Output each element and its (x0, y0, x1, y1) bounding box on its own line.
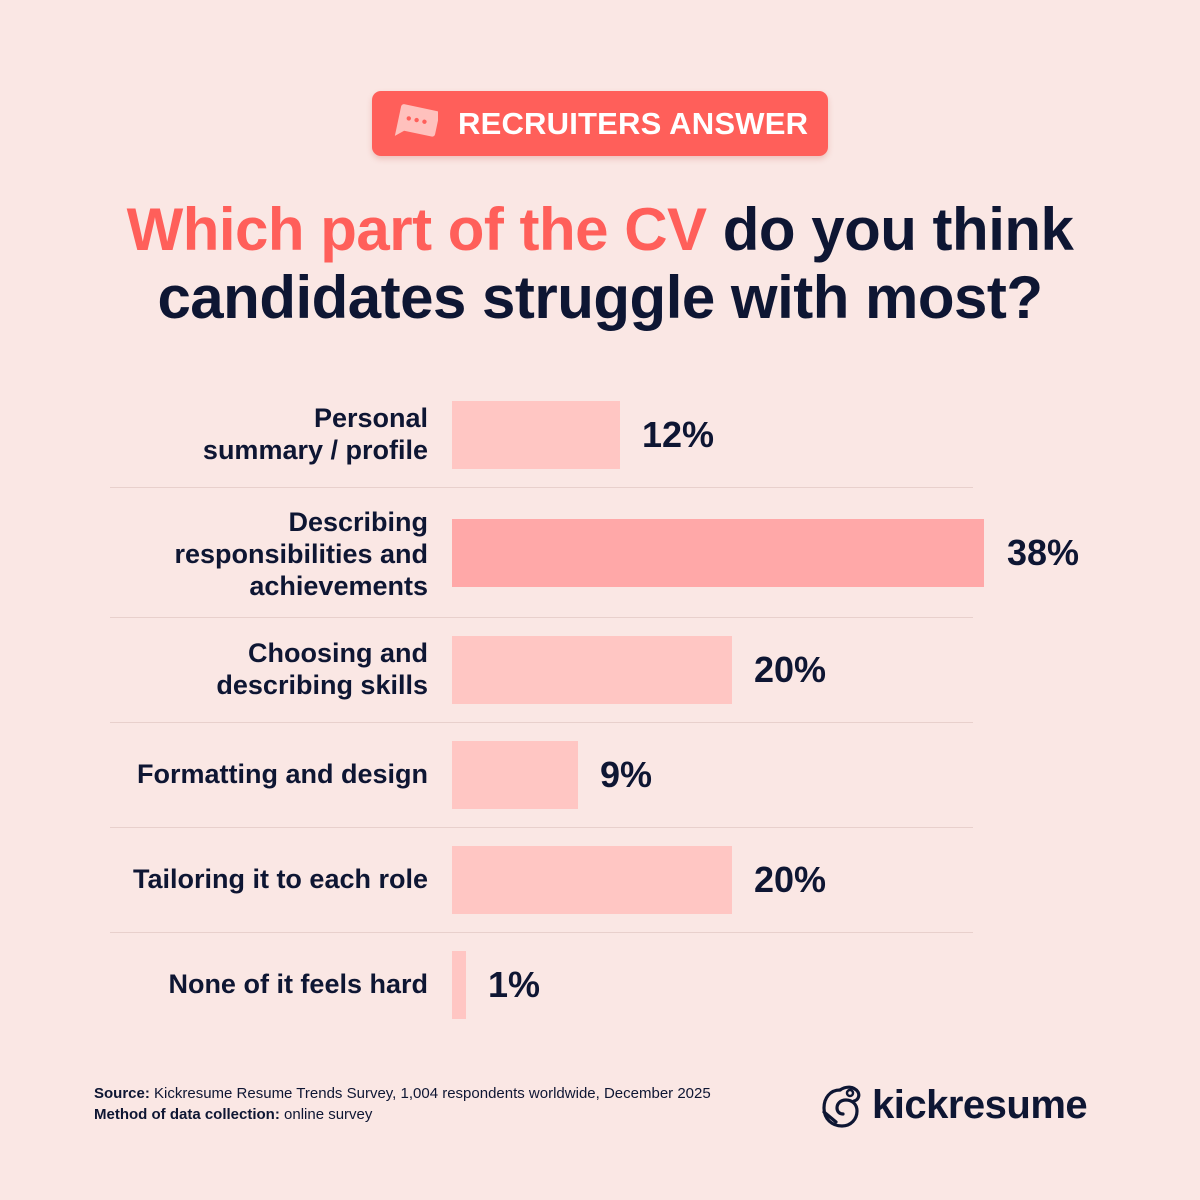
bar-value: 20% (754, 649, 827, 690)
bar-value: 38% (1007, 532, 1080, 573)
source-text: Kickresume Resume Trends Survey, 1,004 r… (149, 1085, 711, 1102)
row-label: Choosing and describing skills (216, 638, 428, 700)
page-title: Which part of the CV do you think candid… (0, 196, 1200, 332)
title-accent: Which part of the CV (126, 196, 707, 263)
row-label: Formatting and design (136, 759, 428, 789)
bar-none-hard (452, 951, 466, 1019)
title-line2: candidates struggle with most? (157, 264, 1043, 331)
brand-name: kickresume (872, 1082, 1088, 1127)
bar-value: 1% (488, 964, 541, 1005)
title-rest: do you think (706, 196, 1074, 263)
bar-value: 20% (754, 859, 827, 900)
source-footer: Source: Kickresume Resume Trends Survey,… (94, 1083, 711, 1125)
bar-value: 9% (600, 754, 653, 795)
bar-formatting-design (452, 741, 578, 809)
row-label: Describing responsibilities and achievemen… (174, 507, 428, 601)
divider (110, 617, 973, 618)
bar-value: 12% (642, 414, 715, 455)
row-label: None of it feels hard (168, 969, 428, 999)
badge-label: RECRUITERS ANSWER (458, 106, 809, 141)
divider (110, 487, 973, 488)
divider (110, 932, 973, 933)
bar-tailoring-role (452, 846, 732, 914)
divider (110, 722, 973, 723)
divider (110, 827, 973, 828)
bar-personal-summary (452, 401, 620, 469)
row-label: Tailoring it to each role (132, 864, 428, 894)
bar-choosing-skills (452, 636, 732, 704)
source-label: Source: (94, 1085, 150, 1102)
method-label: Method of data collection: (94, 1106, 280, 1123)
method-text: online survey (279, 1106, 373, 1123)
bar-describing-responsibilities (452, 519, 984, 587)
kickresume-logo: kickresume (820, 1080, 1088, 1130)
recruiters-answer-badge: RECRUITERS ANSWER (372, 91, 828, 156)
chameleon-logo-icon (822, 1085, 861, 1128)
chat-bubble-icon (394, 103, 438, 137)
row-label: Personal summary / profile (202, 403, 428, 465)
